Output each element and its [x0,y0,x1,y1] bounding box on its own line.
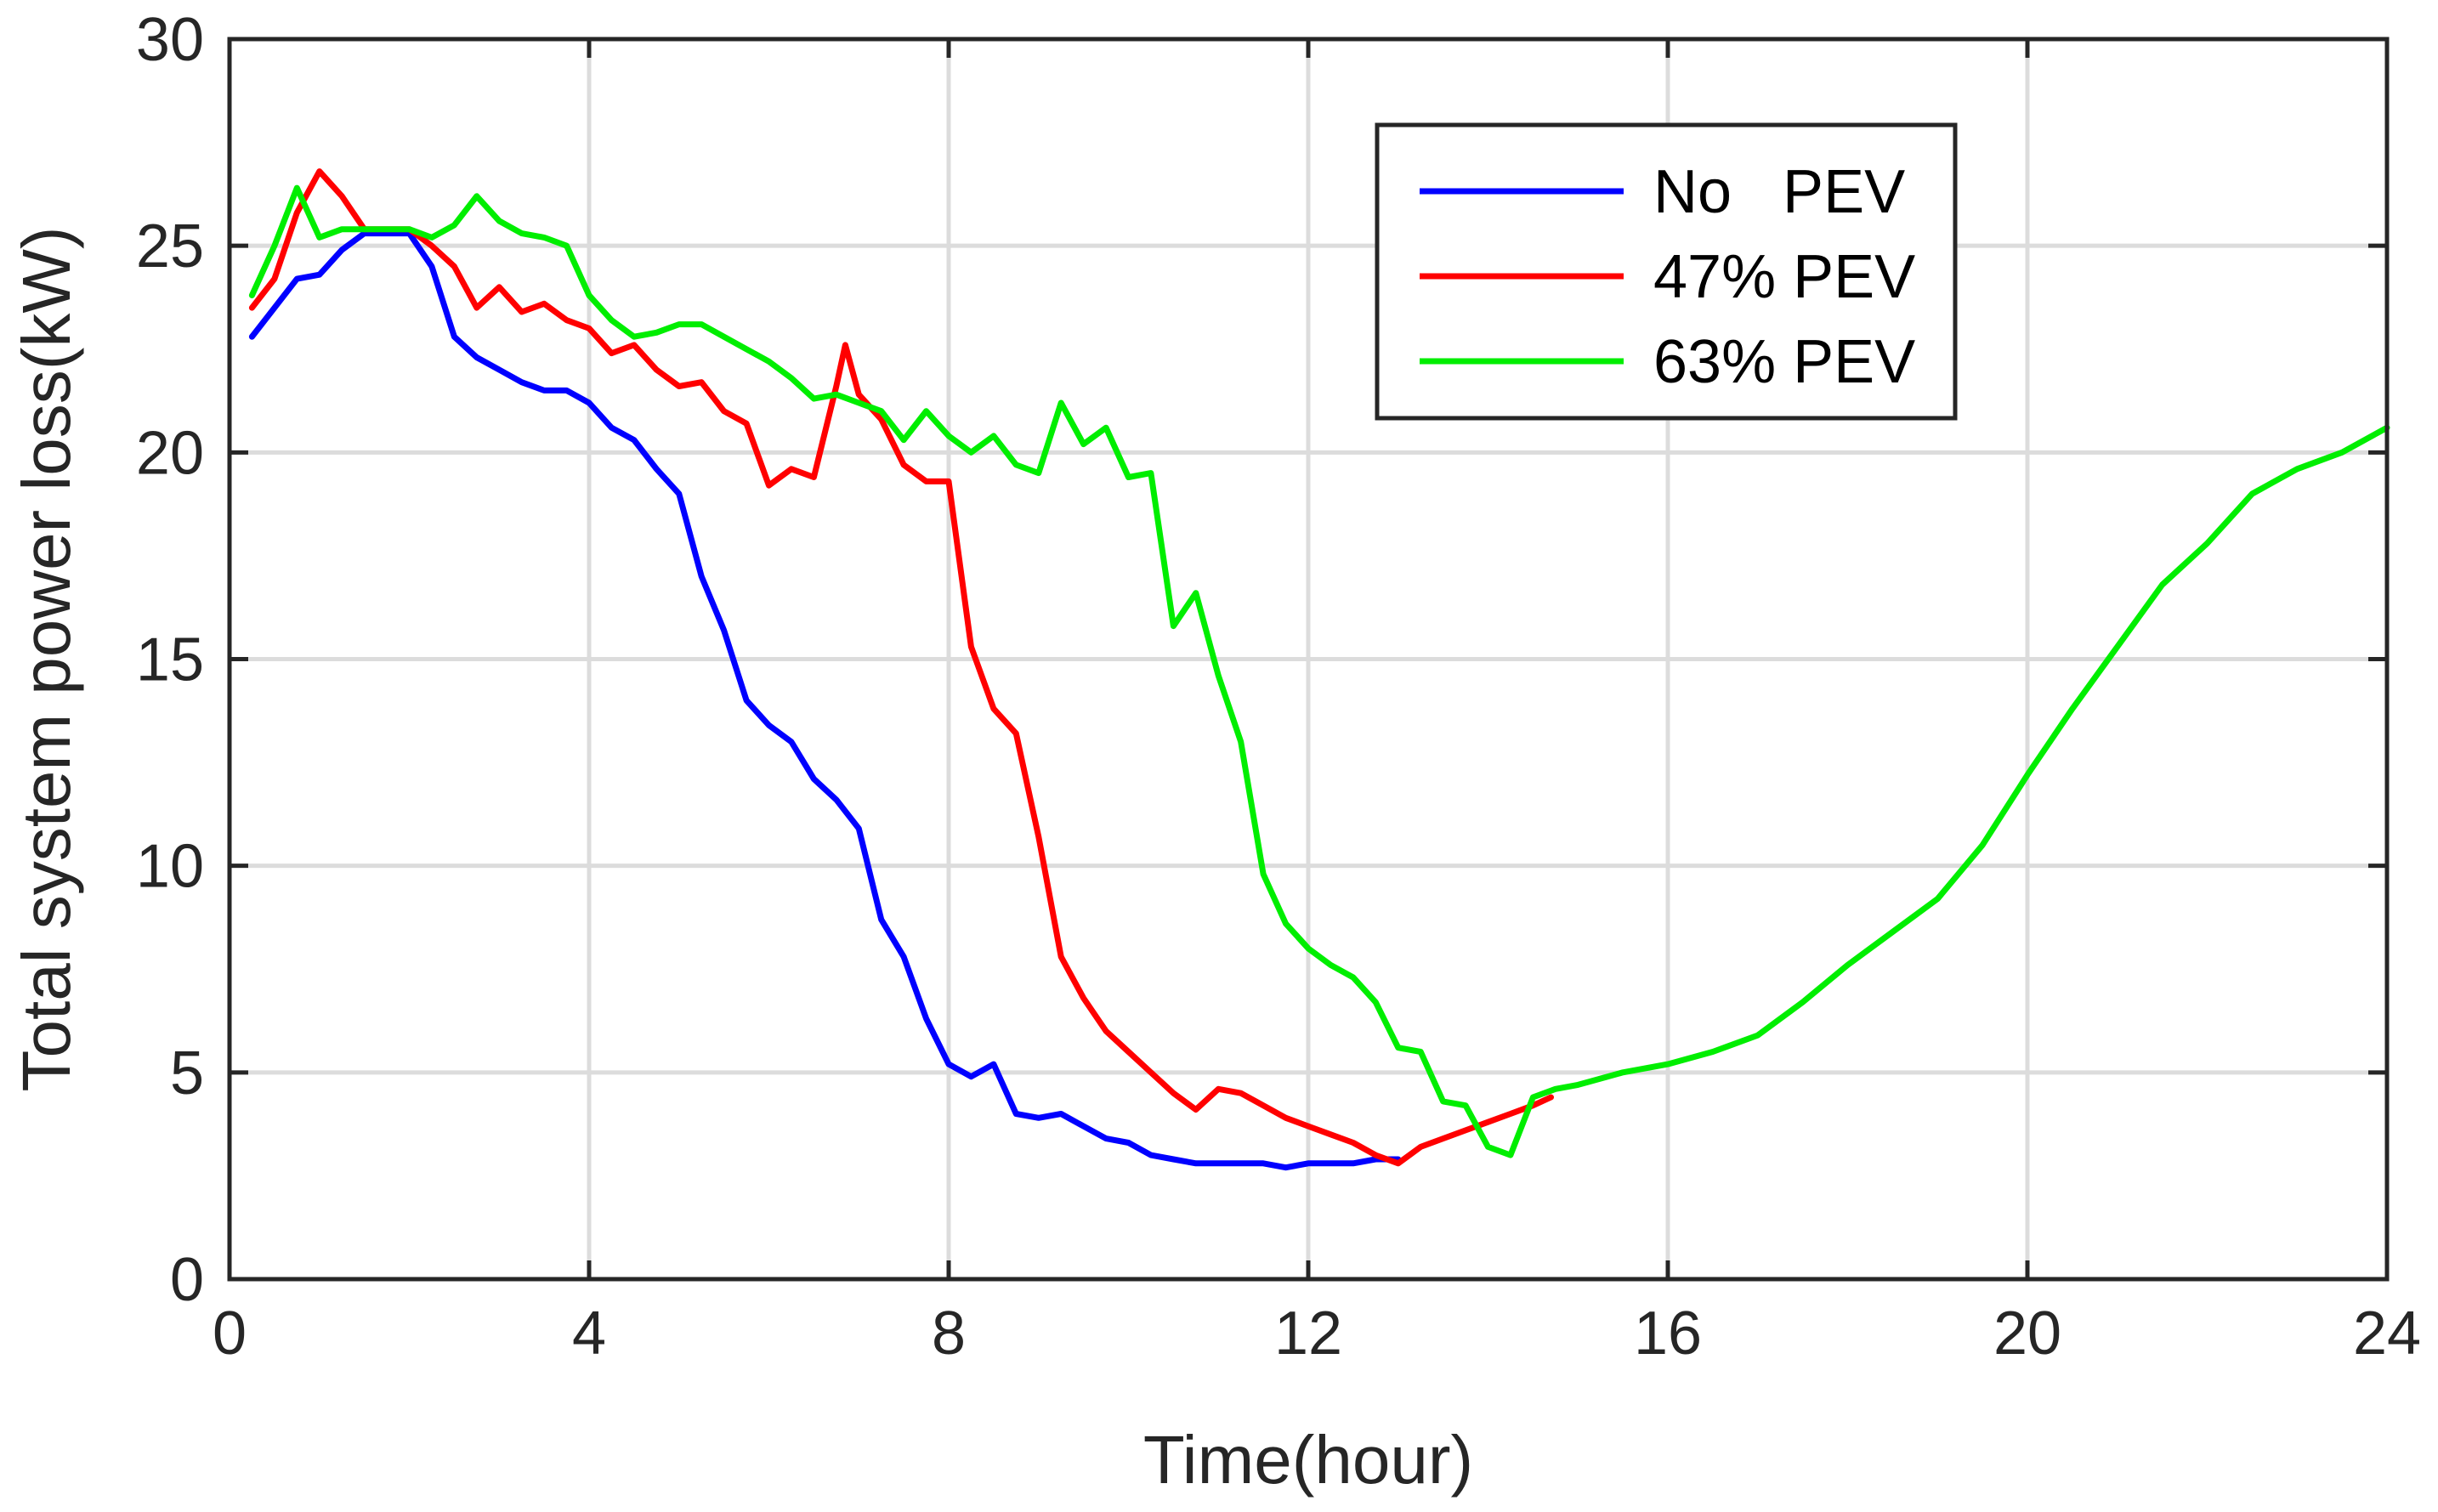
x-tick-label: 0 [213,1300,247,1368]
grid [230,39,2387,1279]
axis-ticks: 0 4 8 12 16 20 24 0 5 10 15 20 25 30 [136,6,2421,1368]
x-tick-label: 8 [932,1300,966,1368]
x-tick-label: 4 [572,1300,606,1368]
series-line-0 [248,230,1402,1171]
series-line-2 [248,184,2390,1158]
x-tick-label: 16 [1634,1300,1702,1368]
y-tick-label: 25 [136,212,204,280]
legend-label-2: 63% PEV [1653,328,1915,396]
y-tick-label: 5 [170,1039,204,1107]
legend: No PEV 47% PEV 63% PEV [1375,122,1958,421]
y-tick-label: 15 [136,626,204,694]
y-tick-label: 20 [136,419,204,487]
y-tick-label: 30 [136,6,204,74]
series-line-1 [248,168,1554,1167]
legend-label-1: 47% PEV [1653,243,1915,311]
legend-label-0: No PEV [1653,158,1905,226]
plot-lines [248,168,2390,1171]
x-tick-label: 24 [2353,1300,2421,1368]
y-tick-label: 10 [136,833,204,901]
x-tick-label: 20 [1993,1300,2061,1368]
x-tick-label: 12 [1274,1300,1342,1368]
y-tick-label: 0 [170,1246,204,1314]
x-axis-label: Time(hour) [1143,1422,1473,1498]
y-axis-label: Total system power loss(kW) [9,227,84,1092]
legend-box [1375,122,1958,421]
